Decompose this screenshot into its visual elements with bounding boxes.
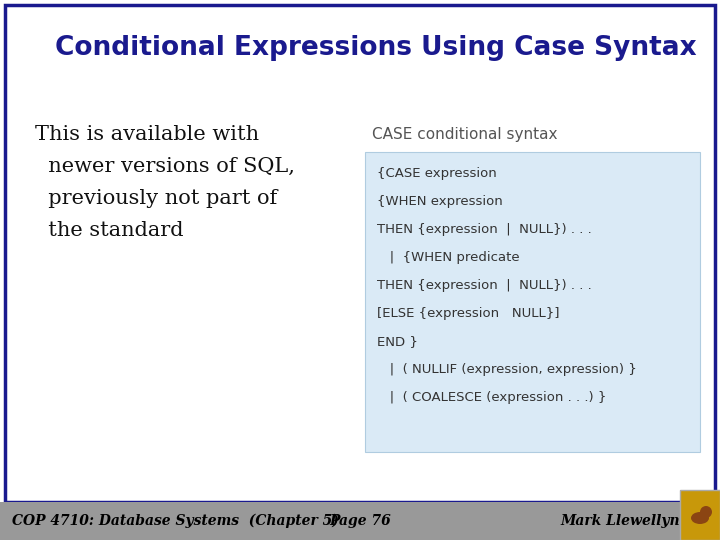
Text: THEN {expression  |  NULL}) . . .: THEN {expression | NULL}) . . . — [377, 279, 592, 292]
Circle shape — [700, 506, 712, 518]
Text: Conditional Expressions Using Case Syntax: Conditional Expressions Using Case Synta… — [55, 35, 697, 61]
Ellipse shape — [691, 512, 709, 524]
Text: [ELSE {expression   NULL}]: [ELSE {expression NULL}] — [377, 307, 559, 320]
Bar — [680, 490, 720, 540]
Text: This is available with: This is available with — [35, 125, 259, 144]
Text: |  {WHEN predicate: | {WHEN predicate — [377, 251, 520, 264]
Bar — [0, 502, 720, 540]
Text: Page 76: Page 76 — [329, 514, 391, 528]
Text: the standard: the standard — [35, 221, 184, 240]
Text: newer versions of SQL,: newer versions of SQL, — [35, 157, 295, 176]
Text: |  ( COALESCE (expression . . .) }: | ( COALESCE (expression . . .) } — [377, 391, 606, 404]
Text: CASE conditional syntax: CASE conditional syntax — [372, 127, 557, 142]
Bar — [365, 152, 700, 452]
Text: Mark Llewellyn: Mark Llewellyn — [560, 514, 680, 528]
Text: COP 4710: Database Systems  (Chapter 5): COP 4710: Database Systems (Chapter 5) — [12, 514, 339, 528]
Text: |  ( NULLIF (expression, expression) }: | ( NULLIF (expression, expression) } — [377, 363, 636, 376]
Text: {CASE expression: {CASE expression — [377, 167, 497, 180]
Text: {WHEN expression: {WHEN expression — [377, 195, 503, 208]
Text: THEN {expression  |  NULL}) . . .: THEN {expression | NULL}) . . . — [377, 223, 592, 236]
Text: END }: END } — [377, 335, 418, 348]
Text: previously not part of: previously not part of — [35, 189, 277, 208]
